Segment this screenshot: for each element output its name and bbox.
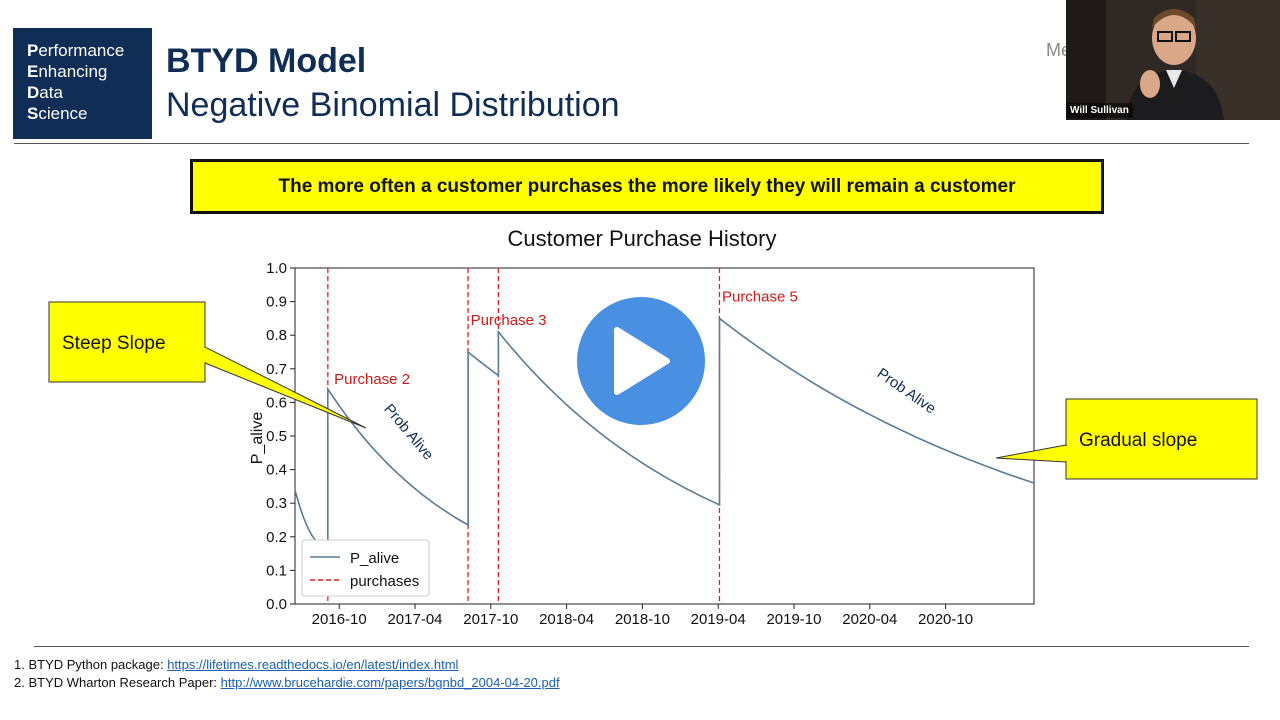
webcam-thumbnail[interactable]: Will Sullivan: [1066, 0, 1280, 120]
logo-line: Data: [27, 83, 63, 102]
y-tick-label: 0.1: [266, 562, 287, 579]
slide-title: BTYD Model: [166, 42, 367, 80]
footnote-2: 2. BTYD Wharton Research Paper: http://w…: [14, 675, 560, 690]
x-tick-label: 2016-10: [312, 611, 367, 628]
x-tick-label: 2020-10: [918, 611, 973, 628]
x-tick-label: 2019-10: [766, 611, 821, 628]
key-message-banner: The more often a customer purchases the …: [190, 159, 1104, 214]
y-tick-label: 0.2: [266, 529, 287, 546]
y-tick-label: 0.0: [266, 596, 287, 613]
chart-annotation: Purchase 2: [334, 371, 410, 388]
logo-line: Performance: [27, 41, 125, 60]
chart-title: Customer Purchase History: [507, 226, 777, 251]
play-button[interactable]: [570, 290, 712, 432]
chart-legend: P_alive purchases: [301, 539, 430, 597]
participant-name: Will Sullivan: [1066, 103, 1133, 118]
y-axis-label: P_alive: [249, 412, 266, 465]
play-button-circle: [577, 297, 705, 425]
slide-subtitle: Negative Binomial Distribution: [166, 86, 620, 124]
x-tick-label: 2017-10: [463, 611, 518, 628]
x-tick-label: 2018-04: [539, 611, 594, 628]
gradual-slope-callout: Gradual slope: [995, 398, 1258, 480]
logo-line: Science: [27, 104, 88, 123]
y-tick-label: 1.0: [266, 260, 287, 277]
chart-annotation: Purchase 3: [471, 312, 547, 329]
presenter-video: [1066, 0, 1280, 120]
steep-slope-label: Steep Slope: [62, 333, 166, 354]
footer-divider: [34, 646, 1249, 647]
y-tick-label: 0.6: [266, 394, 287, 411]
cutoff-text: Me: [1046, 40, 1072, 60]
x-tick-label: 2019-04: [691, 611, 746, 628]
play-icon: [614, 327, 670, 395]
x-axis: 2016-10 2017-04 2017-10 2018-04 2018-10 2019-…: [312, 604, 973, 628]
y-tick-label: 0.4: [266, 462, 287, 479]
lifetimes-docs-link[interactable]: https://lifetimes.readthedocs.io/en/late…: [167, 657, 459, 672]
wharton-paper-link[interactable]: http://www.brucehardie.com/papers/bgnbd_…: [220, 675, 560, 690]
y-tick-label: 0.5: [266, 428, 287, 445]
x-tick-label: 2018-10: [615, 611, 670, 628]
logo-line: Enhancing: [27, 62, 108, 81]
y-axis: 0.0 0.1 0.2 0.3 0.4 0.5 0.6 0.7 0.8 0.9 1.0: [266, 260, 295, 613]
chart-annotation: Purchase 5: [722, 289, 798, 306]
legend-label-purchases: purchases: [350, 573, 419, 590]
steep-slope-callout: Steep Slope: [48, 301, 367, 429]
y-tick-label: 0.9: [266, 294, 287, 311]
y-tick-label: 0.8: [266, 327, 287, 344]
company-logo: Performance Enhancing Data Science: [13, 28, 152, 139]
y-tick-label: 0.3: [266, 495, 287, 512]
x-tick-label: 2017-04: [387, 611, 442, 628]
x-tick-label: 2020-04: [842, 611, 897, 628]
header-divider: [14, 143, 1249, 144]
footnote-1: 1. BTYD Python package: https://lifetime…: [14, 657, 459, 672]
gradual-slope-label: Gradual slope: [1079, 430, 1197, 451]
y-tick-label: 0.7: [266, 361, 287, 378]
legend-label-p-alive: P_alive: [350, 550, 399, 567]
